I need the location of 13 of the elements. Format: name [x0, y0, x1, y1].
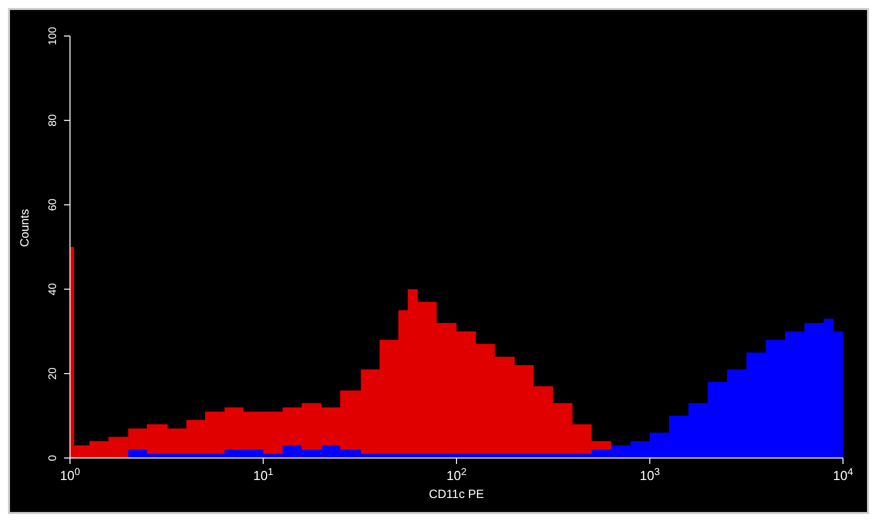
y-tick-label: 60 [47, 198, 59, 211]
x-tick-label: 10$^{0}$ [60, 466, 80, 483]
x-tick-label: 10$^{4}$ [832, 466, 854, 483]
x-axis-title: CD11c PE [428, 487, 484, 501]
y-tick-label: 20 [47, 367, 59, 380]
x-tick-label: 10$^{1}$ [253, 466, 274, 483]
y-tick-label: 0 [47, 454, 59, 462]
y-tick-label: 40 [47, 283, 59, 296]
y-tick-label: 100 [47, 26, 59, 46]
x-tick-label: 10$^{2}$ [446, 466, 467, 483]
y-axis-title: Counts [17, 208, 32, 247]
x-tick-label: 10$^{3}$ [640, 466, 660, 483]
y-tick-label: 80 [47, 114, 59, 127]
